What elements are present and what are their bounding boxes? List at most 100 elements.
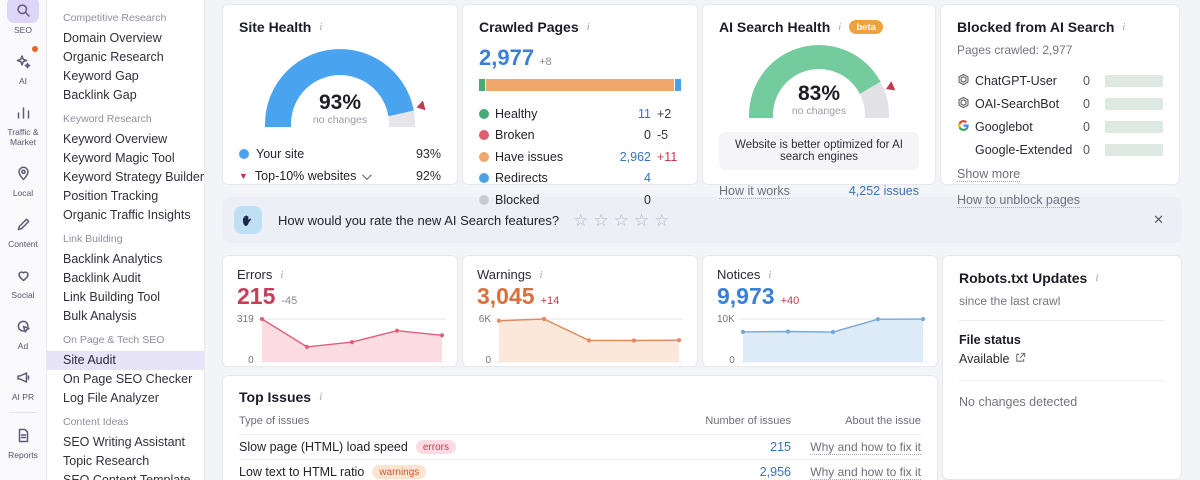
sidebar-item-site-audit[interactable]: Site Audit — [47, 351, 204, 370]
rail-item-seo[interactable]: SEO — [0, 0, 47, 42]
robots-subtitle: since the last crawl — [959, 294, 1165, 321]
warnings-count: 3,045 — [477, 283, 535, 309]
info-icon[interactable]: i — [1095, 272, 1099, 284]
beta-badge: beta — [849, 20, 883, 34]
show-more-link[interactable]: Show more — [957, 167, 1021, 182]
card-title: Top Issues — [239, 389, 312, 405]
warnings-trend-chart — [495, 312, 683, 366]
external-link-icon[interactable] — [1015, 352, 1026, 366]
column-about: About the issue — [845, 415, 921, 427]
chevron-down-icon — [362, 169, 373, 180]
sidebar-section-header: Competitive Research — [63, 12, 167, 24]
ai-sparkle-icon — [7, 48, 39, 74]
info-icon[interactable]: i — [838, 21, 842, 33]
close-icon[interactable]: ✕ — [1153, 212, 1164, 227]
legend-value: 93% — [415, 147, 441, 161]
sidebar-item-keyword-magic-tool[interactable]: Keyword Magic Tool — [63, 151, 175, 165]
star-icon[interactable]: ☆ — [593, 210, 609, 230]
sidebar-item-position-tracking[interactable]: Position Tracking — [63, 189, 159, 203]
bot-blocked-count: 0 — [1083, 96, 1090, 111]
how-to-unblock-link[interactable]: How to unblock pages — [957, 193, 1080, 208]
info-icon[interactable]: i — [319, 21, 323, 33]
legend-row-top10[interactable]: ▼ Top-10% websites 92% — [239, 165, 441, 187]
sidebar-item-organic-research[interactable]: Organic Research — [63, 50, 164, 64]
rail-item-reports[interactable]: Reports — [0, 416, 47, 467]
rail-label: AI PR — [11, 392, 35, 402]
trend-chart — [257, 316, 446, 363]
info-icon[interactable]: i — [280, 268, 284, 281]
table-row: Low text to HTML ratio warnings 2,956 Wh… — [239, 460, 921, 480]
crawled-row-blocked: Blocked 0 — [479, 189, 681, 211]
sidebar-item-domain-overview[interactable]: Domain Overview — [63, 31, 162, 45]
rail-item-social[interactable]: Social — [0, 256, 47, 307]
sidebar-item-backlink-audit[interactable]: Backlink Audit — [63, 271, 141, 285]
why-fix-link[interactable]: Why and how to fix it — [810, 440, 921, 455]
click-target-icon — [7, 313, 39, 339]
site-health-card: Site Health i 93% no changes Your site — [222, 4, 458, 185]
sidebar-item-log-file-analyzer[interactable]: Log File Analyzer — [63, 391, 159, 405]
row-value: 0 — [644, 192, 651, 207]
sidebar-item-topic-research[interactable]: Topic Research — [63, 454, 150, 468]
rail-item-ai[interactable]: AI — [0, 42, 47, 93]
rail-item-local[interactable]: Local — [0, 154, 47, 205]
bot-name: ChatGPT-User — [975, 73, 1057, 88]
sidebar-item-keyword-gap[interactable]: Keyword Gap — [63, 69, 139, 83]
star-icon[interactable]: ☆ — [654, 210, 670, 230]
ai-optimization-note: Website is better optimized for AI searc… — [719, 132, 919, 170]
rail-item-ad[interactable]: Ad — [0, 307, 47, 358]
ai-search-gauge: 83% no changes — [749, 45, 896, 118]
info-icon[interactable]: i — [586, 21, 590, 33]
rail-divider — [9, 412, 37, 413]
star-icon[interactable]: ☆ — [633, 210, 650, 230]
sidebar-item-bulk-analysis[interactable]: Bulk Analysis — [63, 309, 137, 323]
info-icon[interactable]: i — [768, 268, 772, 281]
issue-count-link[interactable]: 2,956 — [759, 465, 791, 479]
rail-item-content[interactable]: Content — [0, 205, 47, 256]
table-row: Slow page (HTML) load speed errors 215 W… — [239, 435, 921, 460]
rail-item-traffic-market[interactable]: Traffic & Market — [0, 93, 47, 154]
sidebar-item-keyword-strategy-builder[interactable]: Keyword Strategy Builder — [63, 170, 205, 184]
sidebar-item-seo-content-template[interactable]: SEO Content Template — [63, 473, 191, 480]
info-icon[interactable]: i — [319, 391, 323, 403]
ai-issues-link[interactable]: 4,252 issues — [848, 184, 919, 198]
sidebar-item-link-building-tool[interactable]: Link Building Tool — [63, 290, 161, 304]
legend-label: Top-10% websites — [254, 169, 357, 183]
bot-blocked-count: 0 — [1083, 142, 1090, 157]
sidebar-item-organic-traffic-insights[interactable]: Organic Traffic Insights — [63, 208, 191, 222]
info-icon[interactable]: i — [1122, 21, 1126, 33]
sidebar-item-backlink-analytics[interactable]: Backlink Analytics — [63, 252, 163, 266]
row-value[interactable]: 11 — [638, 106, 651, 121]
google-extended-icon — [957, 143, 975, 157]
issue-name: Slow page (HTML) load speed — [239, 440, 408, 454]
row-value[interactable]: 4 — [644, 171, 651, 186]
row-value[interactable]: 2,962 — [619, 149, 651, 164]
openai-icon — [957, 96, 975, 112]
sidebar-item-on-page-seo-checker[interactable]: On Page SEO Checker — [63, 372, 193, 386]
sidebar-item-seo-writing-assistant[interactable]: SEO Writing Assistant — [63, 435, 186, 449]
trend-chart — [738, 317, 927, 363]
info-icon[interactable]: i — [539, 268, 543, 281]
top-issues-card: Top Issues i Type of issues Number of is… — [222, 375, 938, 480]
crawled-total-delta: +8 — [539, 56, 552, 68]
star-icon[interactable]: ☆ — [613, 210, 629, 230]
row-label: Blocked — [495, 192, 540, 207]
rail-item-app-center[interactable]: App Center — [0, 467, 47, 480]
how-it-works-link[interactable]: How it works — [719, 184, 790, 199]
rail-item-ai-pr[interactable]: AI PR — [0, 358, 47, 409]
have-issues-segment — [486, 79, 674, 91]
star-icon[interactable]: ☆ — [573, 210, 589, 230]
why-fix-link[interactable]: Why and how to fix it — [810, 465, 921, 480]
sidebar-item-keyword-overview[interactable]: Keyword Overview — [63, 132, 168, 146]
column-number: Number of issues — [705, 415, 791, 427]
blue-dot-icon — [239, 149, 249, 159]
heart-icon — [7, 262, 39, 288]
errors-trend-chart — [257, 312, 446, 366]
gauge-change-label: no changes — [791, 105, 847, 117]
rail-label: Local — [12, 188, 34, 198]
row-label: Have issues — [495, 149, 564, 164]
issue-count-link[interactable]: 215 — [770, 440, 791, 454]
bot-name: Googlebot — [975, 119, 1033, 134]
crawled-row-broken: Broken 0 -5 — [479, 125, 681, 147]
redirects-segment — [675, 79, 681, 91]
sidebar-item-backlink-gap[interactable]: Backlink Gap — [63, 88, 137, 102]
